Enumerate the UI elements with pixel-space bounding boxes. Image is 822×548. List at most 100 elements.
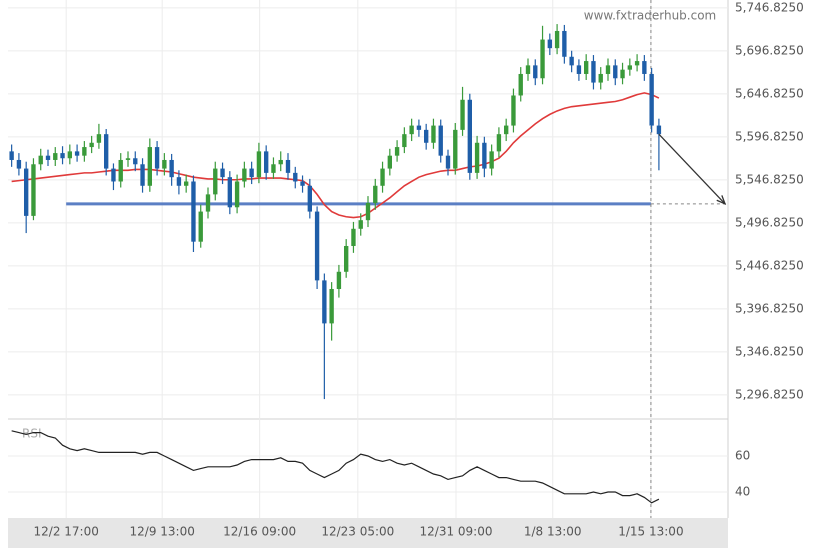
candle-body	[300, 181, 305, 186]
candle-body	[533, 65, 538, 79]
candle-body	[402, 134, 407, 148]
candle-body	[518, 73, 523, 96]
candle-body	[424, 129, 429, 143]
candle-body	[16, 159, 22, 169]
candle-body	[554, 30, 560, 49]
candle-body	[489, 151, 494, 169]
candle-body	[227, 177, 232, 208]
candle-body	[169, 159, 174, 178]
candle-body	[162, 159, 167, 169]
candle-body	[373, 185, 378, 203]
candle-body	[445, 155, 451, 169]
candle-body	[649, 73, 654, 126]
candle-body	[358, 220, 363, 229]
candle-body	[278, 159, 283, 165]
rsi-line	[11, 430, 660, 504]
candle-body	[256, 151, 262, 178]
candle-body	[365, 202, 371, 221]
candle-body	[562, 30, 567, 57]
forecast-arrow	[658, 133, 726, 205]
candle-body	[584, 61, 589, 74]
candle-body	[60, 153, 65, 159]
candle-body	[234, 181, 240, 208]
candle-body	[591, 61, 596, 83]
y-tick-label: 5,546.8250	[735, 172, 804, 186]
y-tick-label: 5,746.8250	[735, 0, 804, 14]
x-tick-label: 12/2 17:00	[34, 525, 99, 539]
x-tick-label: 12/31 09:00	[420, 525, 493, 539]
candle-body	[351, 228, 356, 246]
watermark: www.fxtraderhub.com	[584, 9, 716, 23]
candle-body	[467, 99, 472, 173]
candle-body	[176, 177, 182, 186]
candle-body	[460, 99, 465, 130]
candle-body	[656, 125, 662, 135]
y-tick-label: 5,696.8250	[735, 43, 804, 57]
candle-body	[24, 168, 29, 216]
candle-body	[264, 151, 269, 173]
candle-body	[118, 159, 123, 182]
x-tick-label: 12/16 09:00	[223, 525, 296, 539]
candle-body	[38, 155, 43, 165]
candle-body	[634, 61, 640, 66]
candle-body	[620, 69, 625, 79]
candle-body	[111, 168, 116, 182]
forecast-arrowhead	[716, 195, 727, 206]
candle-body	[74, 151, 80, 156]
candle-body	[344, 245, 349, 272]
candle-body	[140, 164, 145, 186]
candle-body	[53, 153, 58, 160]
candle-body	[336, 271, 342, 289]
x-tick-label: 1/15 13:00	[618, 525, 683, 539]
candle-body	[431, 125, 436, 143]
x-tick-label: 1/8 13:00	[524, 525, 582, 539]
candle-body	[329, 288, 334, 324]
candle-body	[67, 151, 72, 159]
candle-body	[627, 65, 632, 70]
candle-body	[416, 125, 422, 130]
candle-body	[387, 155, 392, 169]
candle-body	[9, 151, 14, 160]
candle-body	[31, 164, 36, 216]
candle-body	[613, 65, 618, 79]
candle-body	[504, 125, 509, 135]
candle-body	[598, 73, 603, 83]
x-tick-label: 12/9 13:00	[130, 525, 195, 539]
candle-body	[154, 147, 160, 169]
candle-body	[198, 211, 203, 242]
candle-body	[184, 181, 189, 186]
y-tick-label: 5,346.8250	[735, 344, 804, 358]
candle-body	[525, 65, 531, 74]
candle-body	[147, 147, 152, 186]
candle-body	[605, 65, 611, 74]
candle-body	[380, 168, 385, 186]
candle-body	[547, 39, 552, 49]
candle-body	[191, 181, 196, 242]
candle-body	[45, 155, 51, 160]
rsi-tick-label: 60	[735, 449, 750, 463]
candle-body	[496, 134, 502, 152]
candle-body	[576, 65, 582, 74]
y-tick-label: 5,596.8250	[735, 129, 804, 143]
candle-body	[133, 158, 138, 165]
candle-body	[205, 194, 211, 212]
candle-body	[213, 168, 218, 195]
candle-body	[307, 185, 312, 212]
candle-body	[104, 134, 109, 169]
candle-body	[242, 168, 247, 182]
y-tick-label: 5,396.8250	[735, 301, 804, 315]
candle-body	[474, 142, 480, 173]
candle-body	[285, 159, 291, 173]
candle-body	[271, 164, 276, 173]
candle-body	[409, 125, 414, 135]
candle-body	[569, 56, 574, 66]
candle-body	[82, 147, 87, 156]
candle-body	[89, 142, 94, 148]
candle-body	[394, 147, 400, 156]
candle-body	[249, 168, 254, 178]
candle-body	[125, 158, 131, 160]
candle-body	[453, 129, 458, 169]
candle-body	[96, 134, 102, 143]
candle-body	[314, 211, 320, 281]
